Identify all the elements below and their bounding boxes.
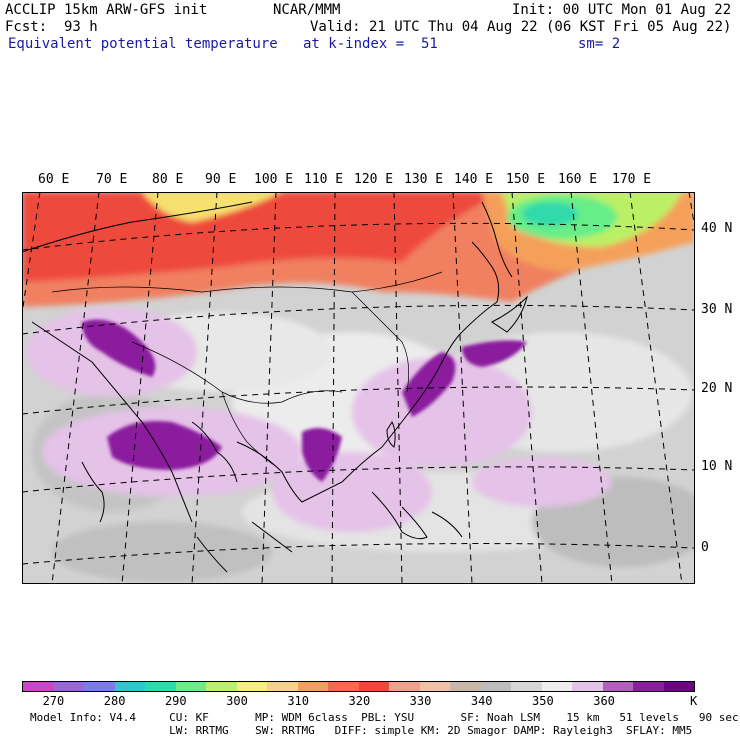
latitude-label: 0 bbox=[701, 540, 709, 555]
longitude-label: 160 E bbox=[558, 172, 598, 187]
colorbar-tick-label: 270 bbox=[42, 694, 65, 708]
longitude-label: 170 E bbox=[612, 172, 652, 187]
colorbar-tick-label: 320 bbox=[348, 694, 371, 708]
colorbar-segment bbox=[145, 682, 176, 691]
colorbar-tick-label: 330 bbox=[409, 694, 432, 708]
colorbar-tick-label: 360 bbox=[593, 694, 615, 708]
colorbar-segment bbox=[175, 682, 206, 691]
init-time: Init: 00 UTC Mon 01 Aug 22 bbox=[512, 2, 732, 18]
colorbar-segment bbox=[419, 682, 450, 691]
latitude-label: 10 N bbox=[701, 459, 733, 474]
longitude-label: 100 E bbox=[254, 172, 294, 187]
longitude-label: 120 E bbox=[354, 172, 394, 187]
colorbar-tick-label: 290 bbox=[164, 694, 187, 708]
latitude-label: 30 N bbox=[701, 302, 733, 317]
colorbar-segment bbox=[389, 682, 420, 691]
latitude-label: 40 N bbox=[701, 221, 733, 236]
organization-label: NCAR/MMM bbox=[273, 2, 341, 18]
theta-e-map[interactable] bbox=[22, 192, 695, 584]
colorbar-segment bbox=[84, 682, 115, 691]
colorbar-segment bbox=[114, 682, 145, 691]
model-info-line1: Model Info: V4.4 CU: KF MP: WDM 6class P… bbox=[30, 711, 739, 724]
map-canvas bbox=[22, 192, 695, 584]
coastlines bbox=[22, 201, 528, 573]
colorbar-segment bbox=[328, 682, 359, 691]
field-name: Equivalent potential temperature bbox=[8, 36, 278, 52]
colorbar-segment bbox=[572, 682, 603, 691]
model-title: ACCLIP 15km ARW-GFS init bbox=[5, 2, 208, 18]
longitude-label: 80 E bbox=[152, 172, 184, 187]
colorbar-segment bbox=[633, 682, 664, 691]
colorbar-tick-label: 340 bbox=[470, 694, 493, 708]
smoothing-label: sm= 2 bbox=[578, 36, 621, 52]
longitude-label: 60 E bbox=[38, 172, 70, 187]
longitude-label: 70 E bbox=[96, 172, 128, 187]
colorbar-segment bbox=[358, 682, 389, 691]
colorbar-segment bbox=[450, 682, 481, 691]
valid-time: Valid: 21 UTC Thu 04 Aug 22 (06 KST Fri … bbox=[310, 19, 732, 35]
longitude-label: 90 E bbox=[205, 172, 237, 187]
forecast-hour: Fcst: 93 h bbox=[5, 19, 98, 35]
colorbar-segment bbox=[541, 682, 572, 691]
colorbar-unit: K bbox=[690, 694, 698, 708]
political-borders bbox=[51, 271, 443, 468]
latitude-label: 20 N bbox=[701, 381, 733, 396]
colorbar-segment bbox=[602, 682, 633, 691]
longitude-label: 130 E bbox=[404, 172, 444, 187]
longitude-label: 140 E bbox=[454, 172, 494, 187]
colorbar-segment bbox=[206, 682, 237, 691]
map-border bbox=[22, 192, 695, 584]
colorbar-segment bbox=[53, 682, 84, 691]
colorbar-tick-label: 300 bbox=[226, 694, 248, 708]
colorbar-segment bbox=[23, 682, 54, 691]
colorbar bbox=[22, 681, 695, 692]
colorbar-segment bbox=[511, 682, 542, 691]
colorbar-segment bbox=[297, 682, 328, 691]
colorbar-tick-label: 350 bbox=[532, 694, 554, 708]
colorbar-segment bbox=[480, 682, 511, 691]
colorbar-segment bbox=[267, 682, 298, 691]
longitude-label: 110 E bbox=[304, 172, 344, 187]
colorbar-segment bbox=[236, 682, 267, 691]
warm-northern-band bbox=[22, 192, 695, 307]
colorbar-segment bbox=[663, 682, 694, 691]
longitude-label: 150 E bbox=[506, 172, 546, 187]
model-level: at k-index = 51 bbox=[303, 36, 438, 52]
colorbar-tick-label: 310 bbox=[287, 694, 309, 708]
colorbar-tick-label: 280 bbox=[103, 694, 126, 708]
model-info-line2: LW: RRTMG SW: RRTMG DIFF: simple KM: 2D … bbox=[30, 724, 693, 737]
